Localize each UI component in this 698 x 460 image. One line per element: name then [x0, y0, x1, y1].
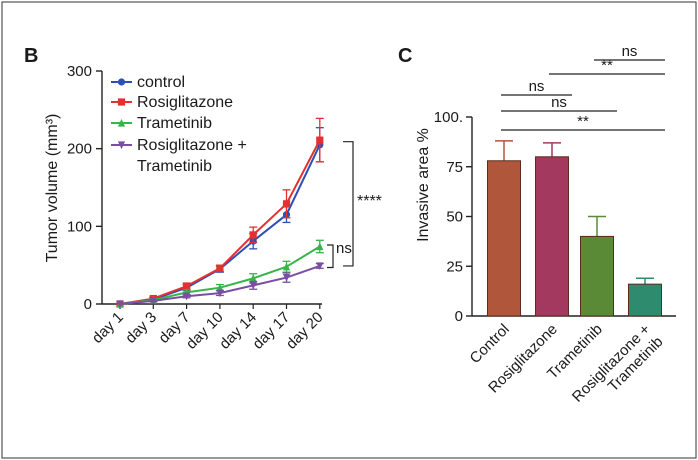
bracket-inner-label: ns: [336, 240, 352, 257]
line-chart-legend: control Rosiglitazone Trametinib Rosiglitaz…: [111, 74, 247, 175]
data-point: [183, 282, 191, 290]
data-point: [216, 289, 224, 298]
data-point: [183, 292, 191, 301]
y-tick-label: 75: [446, 159, 463, 176]
legend-label: Trametinib: [137, 158, 212, 175]
y-tick-label: 100: [67, 218, 92, 235]
legend-label: Trametinib: [137, 115, 212, 132]
significance-label: ns: [551, 94, 567, 111]
bar-1: [535, 156, 569, 317]
data-point: [316, 136, 324, 144]
y-axis-label-tumor-volume: Tumor volume (mm³): [44, 114, 61, 263]
legend-label: Rosiglitazone: [137, 94, 233, 111]
legend-label: Rosiglitazone +: [137, 137, 247, 154]
legend-marker: [117, 78, 126, 86]
data-point: [316, 242, 324, 251]
data-point: [282, 262, 291, 271]
data-point: [316, 262, 324, 271]
data-point: [249, 274, 257, 282]
bracket-inner: [327, 244, 334, 269]
significance-label: **: [601, 57, 613, 74]
bar-2: [580, 235, 614, 317]
data-point: [149, 297, 157, 305]
series-3: [116, 262, 324, 309]
panel-letter-b: B: [24, 45, 38, 67]
bar-3: [628, 283, 662, 317]
bar-0: [487, 160, 521, 317]
y-tick-label: 300: [67, 63, 92, 80]
y-tick-label: 0: [455, 308, 463, 325]
legend-label: control: [137, 74, 185, 91]
legend-marker: [117, 118, 126, 127]
y-tick-label: 100.: [434, 109, 463, 126]
panel-letter-c: C: [398, 45, 412, 67]
data-point: [216, 283, 224, 292]
data-point: [249, 231, 257, 239]
line-chart-series: [116, 117, 324, 309]
legend-marker: [117, 141, 126, 150]
significance-label: ns: [529, 78, 545, 95]
data-point: [216, 264, 224, 272]
y-tick-label: 200: [67, 141, 92, 158]
bracket-outer-label: ****: [357, 193, 382, 210]
y-tick-label: 25: [446, 258, 463, 275]
y-axis-label-invasive-area: Invasive area %: [415, 128, 432, 242]
significance-label: **: [577, 113, 589, 130]
legend-marker: [117, 98, 126, 106]
data-point: [282, 273, 291, 282]
y-tick-label: 50: [446, 209, 463, 226]
significance-label: ns: [622, 43, 638, 60]
bar-chart-bars: [487, 140, 662, 317]
y-tick-label: 0: [84, 296, 92, 313]
data-point: [116, 300, 124, 309]
data-point: [282, 200, 291, 208]
line-chart-significance: **** ns: [327, 141, 382, 269]
bracket-outer: [343, 141, 354, 267]
data-point: [249, 281, 257, 290]
